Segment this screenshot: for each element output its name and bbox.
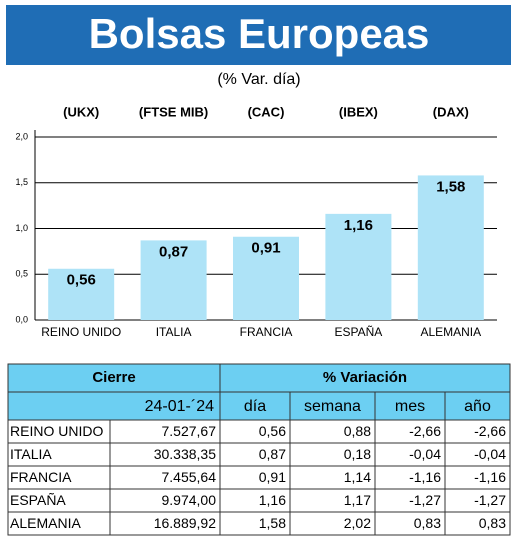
table-cell: -2,66 <box>474 423 506 439</box>
table-cell: 0,83 <box>414 515 441 531</box>
table-cell: 9.974,00 <box>162 492 217 508</box>
x-tick-label: ESPAÑA <box>335 325 383 339</box>
table-cell: ITALIA <box>10 446 52 462</box>
y-tick-label: 1,5 <box>15 177 28 187</box>
bar <box>325 213 392 320</box>
table-cell: REINO UNIDO <box>10 423 103 439</box>
x-tick-label: ITALIA <box>156 325 192 339</box>
x-tick-label: REINO UNIDO <box>41 325 121 339</box>
table-cell: 7.527,67 <box>162 423 217 439</box>
index-label: (FTSE MIB) <box>139 104 208 119</box>
table-header: Cierre <box>92 369 135 386</box>
table-cell: 0,87 <box>259 446 286 462</box>
table-subheader: año <box>464 398 491 415</box>
table-subheader: mes <box>395 398 425 415</box>
value-label: 0,56 <box>67 272 96 289</box>
table-cell: 1,58 <box>259 515 286 531</box>
table-cell: 7.455,64 <box>162 469 217 485</box>
table-cell: 30.338,35 <box>154 446 216 462</box>
table-cell: -2,66 <box>409 423 441 439</box>
value-label: 0,87 <box>159 243 188 260</box>
x-tick-label: ALEMANIA <box>420 325 481 339</box>
bar <box>140 240 207 320</box>
table-subheader: día <box>244 398 266 415</box>
y-tick-label: 0,0 <box>15 314 28 324</box>
table-cell: -1,16 <box>409 469 441 485</box>
value-label: 1,16 <box>344 217 373 234</box>
table-subheader: 24-01-´24 <box>145 398 214 415</box>
table-cell: FRANCIA <box>10 469 72 485</box>
table-cell: -1,27 <box>474 492 506 508</box>
table-cell: ESPAÑA <box>10 492 66 508</box>
bar <box>417 175 484 320</box>
table-cell: ALEMANIA <box>10 515 81 531</box>
value-label: 0,91 <box>251 240 280 257</box>
index-label: (UKX) <box>63 104 99 119</box>
table-cell: -0,04 <box>474 446 506 462</box>
index-label: (IBEX) <box>339 104 378 119</box>
chart-subtitle: (% Var. día) <box>217 71 300 88</box>
table-cell: 16.889,92 <box>154 515 216 531</box>
table-cell: -1,16 <box>474 469 506 485</box>
y-tick-label: 0,5 <box>15 269 28 279</box>
chart-title: Bolsas Europeas <box>89 10 430 57</box>
table-cell: 1,17 <box>344 492 371 508</box>
table-cell: 1,16 <box>259 492 286 508</box>
table-cell: 2,02 <box>344 515 371 531</box>
y-tick-label: 1,0 <box>15 223 28 233</box>
table-cell: 1,14 <box>344 469 371 485</box>
table-cell: 0,18 <box>344 446 371 462</box>
bar <box>233 236 299 320</box>
title-banner <box>6 5 511 65</box>
x-tick-label: FRANCIA <box>240 325 293 339</box>
table-header: % Variación <box>323 369 407 386</box>
index-label: (DAX) <box>433 104 469 119</box>
table-cell: -0,04 <box>409 446 441 462</box>
index-label: (CAC) <box>248 104 285 119</box>
table-row <box>7 511 511 536</box>
y-tick-label: 2,0 <box>15 131 28 141</box>
table-cell: 0,88 <box>344 423 371 439</box>
table-cell: 0,56 <box>259 423 286 439</box>
table-cell: -1,27 <box>409 492 441 508</box>
table-cell: 0,91 <box>259 469 286 485</box>
bar <box>48 268 115 320</box>
table-subheader: semana <box>304 398 361 415</box>
table-cell: 0,83 <box>479 515 506 531</box>
value-label: 1,58 <box>436 178 465 195</box>
